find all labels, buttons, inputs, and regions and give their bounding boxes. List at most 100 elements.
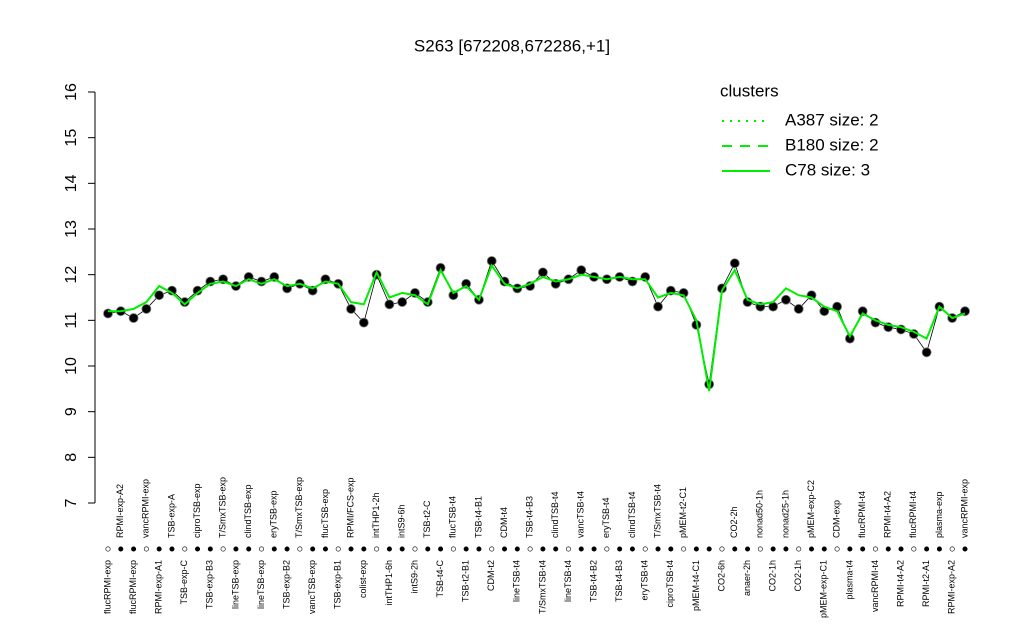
sample-rug bbox=[335, 546, 341, 552]
x-tick-label: RPMI-exp-A1 bbox=[154, 560, 164, 614]
sample-rug bbox=[195, 546, 201, 552]
sample-rug bbox=[118, 546, 124, 552]
sample-rug bbox=[476, 546, 482, 552]
x-tick-label: colist-exp bbox=[358, 560, 368, 598]
x-tick-label: TSB-t2-C bbox=[422, 500, 432, 538]
sample-rug bbox=[949, 546, 955, 552]
sample-rug bbox=[962, 546, 968, 552]
x-tick-label: vancTSB-t4 bbox=[576, 491, 586, 538]
sample-rug bbox=[514, 546, 520, 552]
x-tick-label: CDM-t2 bbox=[486, 560, 496, 591]
sample-rug bbox=[898, 546, 904, 552]
x-tick-label: TSB-t4-B3 bbox=[614, 560, 624, 602]
chart-title: S263 [672208,672286,+1] bbox=[414, 36, 610, 55]
x-tick-label: TSB-t4-B2 bbox=[588, 560, 598, 602]
sample-rug bbox=[924, 546, 930, 552]
sample-rug bbox=[872, 546, 878, 552]
x-tick-label: CO2-6h bbox=[716, 560, 726, 592]
legend-label: A387 size: 2 bbox=[785, 110, 879, 129]
x-tick-label: vancRPMI-exp bbox=[959, 479, 969, 538]
x-tick-label: TSB-exp-B2 bbox=[281, 560, 291, 609]
y-tick-label: 9 bbox=[63, 407, 80, 416]
x-tick-label: lineTSB-exp bbox=[256, 560, 266, 609]
sample-rug bbox=[143, 546, 149, 552]
sample-rug bbox=[885, 546, 891, 552]
sample-rug bbox=[604, 546, 610, 552]
sample-rug bbox=[207, 546, 213, 552]
y-tick-label: 13 bbox=[63, 220, 80, 238]
sample-point bbox=[921, 347, 932, 358]
sample-rug bbox=[489, 546, 495, 552]
x-tick-label: TSB-t4-B3 bbox=[524, 496, 534, 538]
sample-rug bbox=[425, 546, 431, 552]
sample-rug bbox=[527, 546, 533, 552]
x-tick-label: CDM-t4 bbox=[499, 507, 509, 538]
x-tick-label: lineTSB-t4 bbox=[512, 560, 522, 602]
x-tick-label: RPMI-exp-A2 bbox=[115, 484, 125, 538]
sample-point bbox=[576, 265, 587, 276]
sample-rug bbox=[757, 546, 763, 552]
sample-rug bbox=[745, 546, 751, 552]
x-tick-label: lineTSB-exp bbox=[230, 560, 240, 609]
sample-rug bbox=[642, 546, 648, 552]
sample-rug bbox=[847, 546, 853, 552]
sample-point bbox=[346, 304, 356, 314]
x-tick-label: flucTSB-t4 bbox=[448, 496, 458, 538]
sample-rug bbox=[796, 546, 802, 552]
x-tick-label: TSB-exp-C bbox=[179, 560, 189, 605]
sample-rug bbox=[322, 546, 328, 552]
x-tick-label: RPMI-exp-A2 bbox=[947, 560, 957, 614]
x-tick-label: CO2-1h bbox=[793, 560, 803, 592]
sample-rug bbox=[463, 546, 469, 552]
sample-rug bbox=[271, 546, 277, 552]
sample-rug bbox=[783, 546, 789, 552]
sample-rug bbox=[438, 546, 444, 552]
sample-rug bbox=[450, 546, 456, 552]
y-tick-label: 10 bbox=[63, 357, 80, 375]
x-tick-label: plasma-exp bbox=[934, 491, 944, 538]
x-tick-label: T/SmxTSB-exp bbox=[294, 477, 304, 538]
sample-point bbox=[141, 304, 152, 314]
x-tick-label: pMEM-exp-C1 bbox=[819, 560, 829, 618]
x-tick-label: anaer-2h bbox=[742, 560, 752, 596]
sample-point bbox=[358, 317, 369, 328]
sample-rug bbox=[911, 546, 917, 552]
sample-point bbox=[844, 333, 855, 344]
sample-point bbox=[179, 297, 190, 307]
sample-rug bbox=[258, 546, 264, 552]
x-tick-label: TSB-t4-C bbox=[435, 560, 445, 598]
sample-rug bbox=[284, 546, 290, 552]
sample-rug bbox=[105, 546, 111, 552]
x-tick-label: intTHP1-6h bbox=[384, 560, 394, 606]
sample-rug bbox=[693, 546, 699, 552]
x-tick-label: vancRPMI-exp bbox=[141, 479, 151, 538]
x-tick-label: CO2-2h bbox=[729, 506, 739, 538]
x-tick-label: eryTSB-t4 bbox=[640, 560, 650, 601]
sample-rug bbox=[399, 546, 405, 552]
legend-title: clusters bbox=[720, 81, 779, 100]
sample-rug bbox=[578, 546, 584, 552]
x-tick-label: nonad25-1h bbox=[780, 490, 790, 538]
x-tick-label: vancRPMI-t4 bbox=[870, 560, 880, 612]
x-tick-label: clindTSB-exp bbox=[243, 484, 253, 538]
sample-rug bbox=[412, 546, 418, 552]
x-tick-label: pMEM-t4-C1 bbox=[691, 560, 701, 611]
sample-rug bbox=[182, 546, 188, 552]
sample-point bbox=[857, 306, 868, 317]
x-tick-label: pMEM-exp-C2 bbox=[806, 480, 816, 538]
sample-rug bbox=[860, 546, 866, 552]
x-tick-label: clindTSB-t4 bbox=[627, 491, 637, 538]
sample-point bbox=[461, 278, 472, 289]
sample-rug bbox=[936, 546, 942, 552]
x-tick-label: intS9-2h bbox=[409, 560, 419, 594]
sample-rug bbox=[297, 546, 303, 552]
x-tick-label: RPMI/FCS-exp bbox=[345, 477, 355, 538]
x-tick-label: eryTSB-t4 bbox=[601, 497, 611, 538]
sample-rug bbox=[310, 546, 316, 552]
sample-point bbox=[397, 297, 408, 307]
sample-rug bbox=[348, 546, 354, 552]
x-tick-label: eryTSB-exp bbox=[269, 490, 279, 538]
x-tick-label: T/SmxTSB-exp bbox=[217, 477, 227, 538]
sample-rug bbox=[809, 546, 815, 552]
